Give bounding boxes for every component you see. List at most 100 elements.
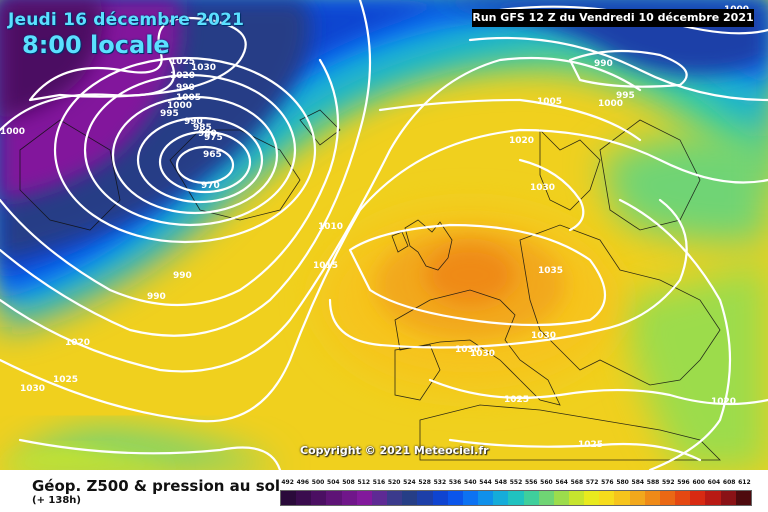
legend-swatch (478, 491, 494, 505)
pressure-label: 1030 (531, 331, 556, 341)
pressure-label: 1020 (170, 71, 195, 81)
product-title: Géop. Z500 & pression au sol (32, 477, 281, 495)
legend-swatch (387, 491, 403, 505)
lead-time: (+ 138h) (32, 495, 81, 506)
coastlines (19, 109, 721, 461)
legend-swatch (523, 491, 539, 505)
legend-tick-label: 572 (585, 479, 599, 486)
pressure-label: 1000 (167, 101, 192, 111)
legend-tick-label: 504 (327, 479, 340, 486)
legend-tick-label: 556 (524, 479, 538, 486)
pressure-label: 970 (201, 181, 220, 191)
legend-swatch (599, 491, 615, 505)
legend-tick-label: 532 (433, 479, 447, 486)
model-run-label: Run GFS 12 Z du Vendredi 10 décembre 202… (472, 9, 754, 27)
pressure-label: 1015 (313, 261, 338, 271)
legend-swatch (705, 491, 721, 505)
legend-tick-label: 524 (403, 479, 416, 486)
legend-tick-label: 568 (570, 479, 584, 486)
legend-swatch (402, 491, 418, 505)
legend-swatch (296, 491, 312, 505)
legend-tick-label: 584 (631, 479, 645, 486)
pressure-label: 1025 (504, 395, 529, 405)
legend-swatch (371, 491, 388, 505)
legend-swatch (281, 491, 297, 505)
legend-color-bar (280, 490, 752, 506)
legend-tick-label: 544 (479, 479, 492, 486)
pressure-label: 1025 (53, 375, 78, 385)
legend-tick-label: 500 (311, 479, 325, 486)
pressure-label: 980 (198, 129, 217, 139)
pressure-label: 1020 (509, 136, 534, 146)
legend-tick-label: 496 (296, 479, 310, 486)
pressure-label: 995 (616, 91, 635, 101)
legend-swatch (356, 491, 372, 505)
pressure-label: 990 (147, 292, 166, 302)
legend-swatch (675, 491, 691, 505)
pressure-label: 995 (160, 109, 179, 119)
pressure-label: 1030 (455, 345, 480, 355)
legend-swatch (690, 491, 706, 505)
legend-swatch (447, 491, 463, 505)
pressure-label: 1030 (530, 183, 555, 193)
legend-swatch (614, 491, 630, 505)
legend-swatch (735, 491, 751, 505)
legend-swatch (644, 491, 660, 505)
legend-tick-label: 576 (601, 479, 614, 486)
legend-tick-label: 608 (722, 479, 736, 486)
legend-swatch (659, 491, 676, 505)
legend-swatch (584, 491, 600, 505)
pressure-label: 975 (204, 133, 223, 143)
pressure-label: 1035 (538, 266, 563, 276)
pressure-label: 1025 (578, 440, 603, 450)
pressure-label: 985 (193, 123, 212, 133)
legend-swatch (629, 491, 645, 505)
legend-swatch (568, 491, 585, 505)
pressure-label: 990 (594, 59, 613, 69)
legend-swatch (538, 491, 554, 505)
pressure-label: 1020 (711, 397, 736, 407)
pressure-label: 1030 (470, 349, 495, 359)
legend-tick-label: 516 (372, 479, 386, 486)
legend-tick-label: 592 (661, 479, 675, 486)
legend-swatch (417, 491, 433, 505)
copyright-notice: Copyright © 2021 Meteociel.fr (300, 444, 489, 457)
legend-swatch (341, 491, 357, 505)
pressure-label: 1025 (710, 0, 735, 3)
legend-tick-label: 604 (707, 479, 721, 486)
legend-swatch (326, 491, 342, 505)
pressure-label: 1005 (176, 93, 201, 103)
legend-swatch (553, 491, 569, 505)
weather-map: 1025 1030 1020 1005 1000 995 990 985 980… (0, 0, 768, 470)
pressure-label: 1020 (65, 338, 90, 348)
legend-tick-label: 492 (281, 479, 294, 486)
pressure-label: 1005 (537, 97, 562, 107)
legend-tick-label: 596 (677, 479, 690, 486)
legend-tick-label: 600 (692, 479, 705, 486)
legend-tick-label: 580 (616, 479, 629, 486)
legend-tick-labels: 492 496 500 504 508 512 516 520 524 528 532 536 540 5… (280, 479, 752, 489)
legend-tick-label: 548 (494, 479, 508, 486)
pressure-label: 1000 (0, 127, 25, 137)
legend-tick-label: 512 (357, 479, 370, 486)
legend-tick-label: 588 (646, 479, 660, 486)
legend-swatch (720, 491, 736, 505)
legend-swatch (508, 491, 524, 505)
legend-tick-label: 508 (342, 479, 355, 486)
color-scale-legend: 492 496 500 504 508 512 516 520 524 528 532 536 540 5… (280, 479, 752, 506)
legend-tick-label: 552 (509, 479, 523, 486)
legend-tick-label: 564 (555, 479, 568, 486)
legend-tick-label: 612 (738, 479, 751, 486)
legend-swatch (493, 491, 509, 505)
legend-tick-label: 536 (448, 479, 462, 486)
legend-tick-label: 560 (540, 479, 553, 486)
legend-swatch (432, 491, 448, 505)
pressure-label: 990 (173, 271, 192, 281)
legend-tick-label: 520 (387, 479, 401, 486)
pressure-label: 1030 (191, 63, 216, 73)
legend-swatch (311, 491, 327, 505)
legend-swatch (462, 491, 479, 505)
legend-tick-label: 540 (464, 479, 477, 486)
pressure-label: 990 (176, 83, 195, 93)
